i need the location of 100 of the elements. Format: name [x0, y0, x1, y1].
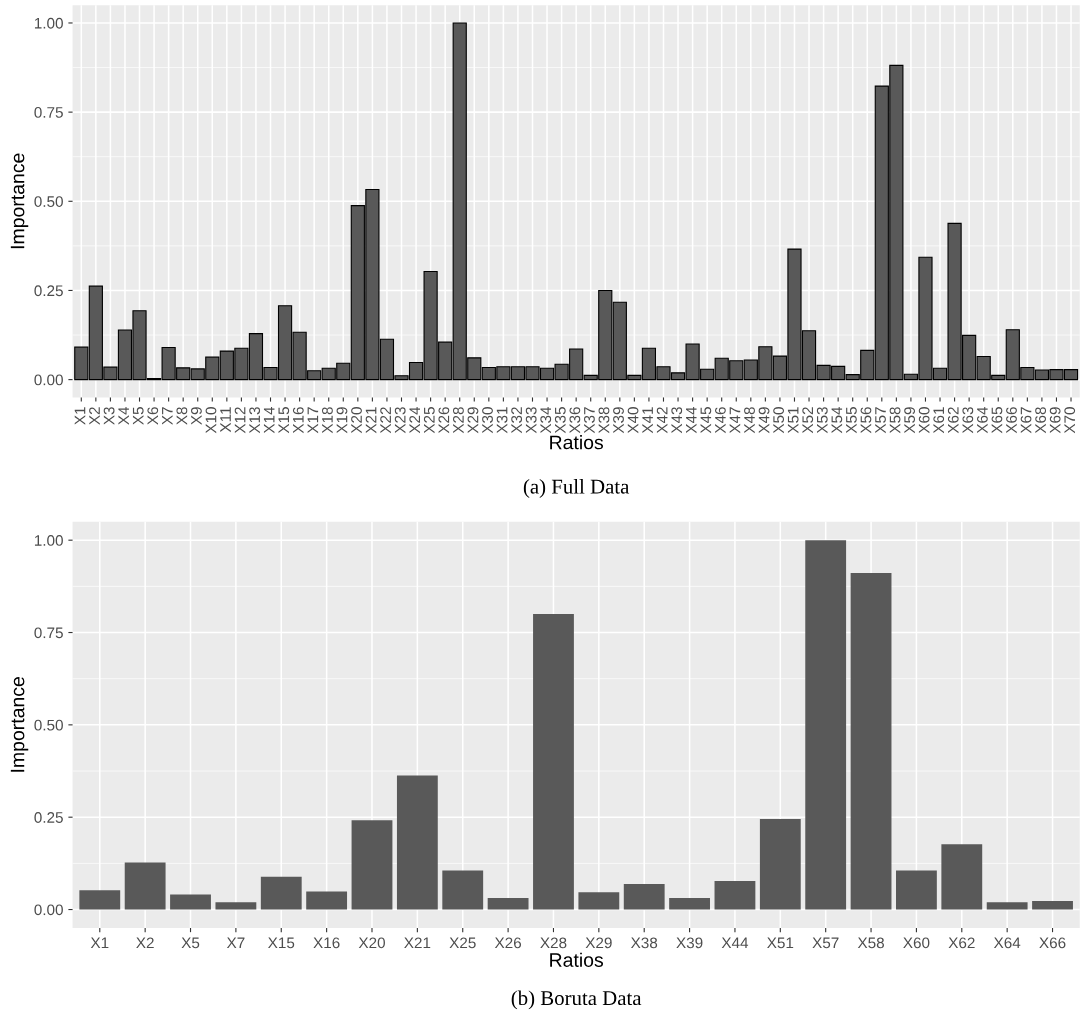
x-tick-label: X60 [903, 937, 930, 949]
x-tick-label: X36 [569, 407, 581, 434]
x-tick-label: X28 [540, 937, 567, 949]
x-tick-label: X38 [630, 937, 658, 949]
x-tick-label: X51 [767, 937, 794, 949]
x-tick-label: X20 [351, 407, 362, 434]
x-tick-label: X7 [162, 407, 173, 425]
x-axis-title: Ratios [550, 952, 604, 967]
x-tick-label: X58 [889, 407, 901, 434]
x-tick-label: X44 [686, 406, 697, 434]
x-tick-label: X66 [1006, 407, 1017, 434]
y-tick-label: 0.00 [34, 374, 63, 386]
y-tick-label: 1.00 [34, 535, 63, 546]
x-tick-label: X3 [103, 407, 115, 425]
x-axis-title: Ratios [550, 435, 604, 450]
y-tick-label: 0.50 [34, 719, 63, 731]
x-tick-label: X21 [365, 407, 377, 434]
bar [896, 870, 937, 910]
x-tick-label: X18 [322, 407, 333, 434]
x-tick-label: X28 [453, 407, 464, 434]
x-tick-label: X64 [993, 937, 1021, 949]
x-tick-label: X60 [918, 407, 930, 434]
x-tick-label: X52 [802, 407, 814, 434]
x-tick-label: X16 [292, 407, 304, 434]
x-tick-label: X55 [846, 407, 857, 434]
bar [215, 902, 257, 910]
x-tick-label: X54 [831, 406, 843, 434]
x-tick-label: X48 [744, 407, 755, 434]
y-tick-label: 0.50 [34, 196, 63, 207]
text: (b) Boruta Data [511, 990, 642, 1010]
x-tick-label: X67 [1020, 407, 1032, 434]
bar [850, 573, 892, 910]
x-tick-label: X10 [205, 407, 217, 434]
x-tick-label: X66 [1039, 937, 1066, 949]
x-tick-label: X69 [1049, 407, 1061, 434]
y-tick-label: 0.75 [34, 107, 63, 118]
x-tick-label: X11 [220, 407, 231, 433]
x-tick-label: X62 [948, 937, 975, 949]
x-tick-label: X46 [714, 407, 726, 434]
x-tick-label: X42 [656, 407, 668, 434]
x-tick-label: X45 [700, 407, 712, 434]
x-tick-label: X33 [525, 407, 537, 434]
bar [1032, 901, 1073, 910]
x-tick-label: X40 [627, 407, 639, 434]
x-tick-label: X62 [947, 407, 959, 434]
x-tick-label: X26 [494, 937, 522, 949]
x-tick-label: X21 [404, 937, 431, 949]
x-tick-label: X2 [89, 407, 100, 425]
x-tick-label: X37 [583, 407, 595, 434]
x-tick-label: X6 [147, 407, 159, 425]
x-tick-label: X8 [176, 407, 188, 425]
bar [533, 614, 574, 910]
x-tick-label: X61 [933, 407, 945, 434]
x-tick-label: X70 [1064, 407, 1076, 434]
x-tick-label: X24 [409, 406, 420, 434]
x-tick-label: X56 [860, 407, 872, 434]
x-tick-label: X22 [380, 407, 391, 434]
x-tick-label: X32 [511, 407, 523, 434]
x-tick-label: X15 [268, 937, 295, 949]
x-tick-label: X23 [394, 407, 406, 434]
x-tick-label: X59 [904, 407, 916, 434]
x-tick-label: X1 [74, 407, 86, 425]
bar [941, 844, 983, 910]
y-tick-label: 1.00 [34, 17, 63, 29]
bar [578, 892, 620, 910]
x-tick-label: X29 [467, 407, 479, 434]
x-tick-label: X35 [554, 407, 566, 434]
x-tick-label: X20 [358, 937, 385, 949]
bar [306, 891, 348, 910]
bar [260, 876, 302, 910]
x-tick-label: X7 [226, 937, 245, 949]
bar [623, 884, 665, 910]
x-tick-label: X68 [1035, 407, 1047, 434]
x-tick-label: X63 [962, 407, 974, 434]
y-tick-label: 0.75 [34, 627, 63, 639]
x-tick-label: X53 [816, 407, 828, 434]
y-tick-label: 0.25 [34, 812, 63, 823]
x-tick-label: X9 [191, 407, 202, 425]
x-tick-label: X5 [181, 937, 200, 949]
x-tick-label: X19 [336, 407, 348, 434]
y-axis-title: Importance [10, 153, 29, 249]
x-tick-label: X58 [857, 937, 884, 949]
bar [170, 894, 211, 910]
x-tick-label: X50 [773, 407, 785, 434]
bar [759, 819, 801, 910]
x-tick-label: X16 [313, 937, 340, 949]
x-tick-label: X12 [234, 407, 246, 434]
x-tick-label: X31 [496, 407, 508, 434]
x-tick-label: X38 [598, 407, 610, 434]
y-tick-label: 0.25 [34, 285, 63, 297]
x-tick-label: X51 [787, 407, 799, 434]
bar [487, 898, 529, 910]
x-tick-label: X13 [249, 407, 261, 434]
x-tick-label: X49 [758, 407, 770, 434]
x-tick-label: X25 [449, 937, 476, 949]
x-tick-label: X39 [613, 407, 624, 434]
x-tick-label: X5 [132, 407, 144, 425]
x-tick-label: X34 [540, 406, 552, 434]
x-tick-label: X29 [585, 937, 612, 949]
y-axis-title: Importance [10, 677, 29, 772]
